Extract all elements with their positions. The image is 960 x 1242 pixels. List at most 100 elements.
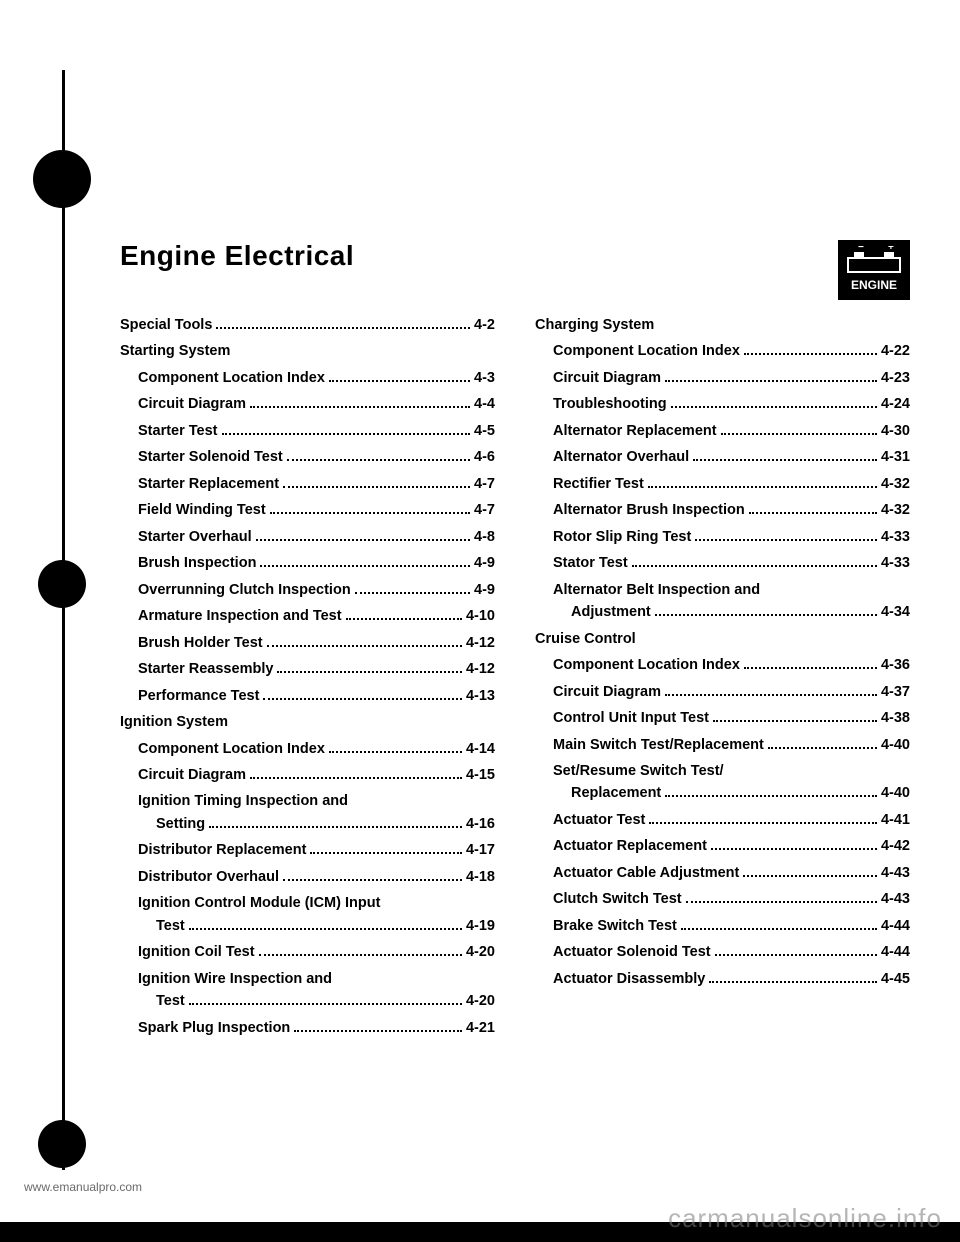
toc-entry: Test4-20 — [120, 990, 495, 1012]
toc-entry-label: Performance Test — [138, 685, 259, 707]
toc-entry-label: Actuator Cable Adjustment — [553, 862, 739, 884]
toc-entry-label: Test — [156, 915, 185, 937]
toc-leader-dots — [256, 539, 470, 541]
toc-leader-dots — [189, 928, 462, 930]
toc-entry-label: Ignition Coil Test — [138, 941, 255, 963]
content-area: Engine Electrical Special Tools4-2Starti… — [120, 240, 910, 1043]
toc-entry-page: 4-21 — [466, 1017, 495, 1039]
toc-leader-dots — [263, 698, 462, 700]
toc-entry: Troubleshooting4-24 — [535, 393, 910, 415]
toc-entry-label: Control Unit Input Test — [553, 707, 709, 729]
toc-entry: Adjustment4-34 — [535, 601, 910, 623]
toc-entry-page: 4-9 — [474, 552, 495, 574]
toc-leader-dots — [329, 380, 470, 382]
toc-entry-page: 4-14 — [466, 738, 495, 760]
toc-entry-continuation: Ignition Timing Inspection and — [120, 790, 495, 812]
toc-column-left: Special Tools4-2Starting SystemComponent… — [120, 314, 495, 1043]
toc-leader-dots — [287, 459, 470, 461]
toc-entry-label: Starter Replacement — [138, 473, 279, 495]
toc-entry-page: 4-45 — [881, 968, 910, 990]
toc-entry-label: Test — [156, 990, 185, 1012]
toc-entry-label: Circuit Diagram — [138, 393, 246, 415]
toc-entry-page: 4-30 — [881, 420, 910, 442]
toc-entry-page: 4-6 — [474, 446, 495, 468]
toc-entry-page: 4-38 — [881, 707, 910, 729]
toc-entry-page: 4-4 — [474, 393, 495, 415]
toc-leader-dots — [649, 822, 877, 824]
toc-entry: Starter Replacement4-7 — [120, 473, 495, 495]
toc-leader-dots — [250, 406, 470, 408]
toc-entry-label: Starter Reassembly — [138, 658, 273, 680]
toc-entry-page: 4-40 — [881, 782, 910, 804]
toc-entry-page: 4-37 — [881, 681, 910, 703]
toc-leader-dots — [329, 751, 462, 753]
toc-leader-dots — [260, 565, 470, 567]
toc-leader-dots — [715, 954, 877, 956]
binder-tab-icon — [38, 1120, 86, 1168]
toc-leader-dots — [189, 1003, 462, 1005]
toc-entry-label: Actuator Replacement — [553, 835, 707, 857]
toc-section-heading: Ignition System — [120, 711, 495, 733]
toc-entry-label: Rectifier Test — [553, 473, 644, 495]
toc-entry: Armature Inspection and Test4-10 — [120, 605, 495, 627]
toc-entry-label: Actuator Disassembly — [553, 968, 705, 990]
toc-entry-page: 4-23 — [881, 367, 910, 389]
toc-entry-label: Actuator Solenoid Test — [553, 941, 711, 963]
toc-section-heading: Charging System — [535, 314, 910, 336]
toc-entry-page: 4-36 — [881, 654, 910, 676]
toc-entry-page: 4-33 — [881, 526, 910, 548]
toc-leader-dots — [632, 565, 877, 567]
toc-leader-dots — [768, 747, 877, 749]
toc-entry-page: 4-5 — [474, 420, 495, 442]
toc-entry-label: Starter Solenoid Test — [138, 446, 283, 468]
toc-entry-page: 4-40 — [881, 734, 910, 756]
toc-leader-dots — [744, 667, 877, 669]
toc-entry-page: 4-12 — [466, 658, 495, 680]
toc-entry-page: 4-2 — [474, 314, 495, 336]
toc-entry: Brush Inspection 4-9 — [120, 552, 495, 574]
toc-entry-page: 4-43 — [881, 862, 910, 884]
toc-entry-label: Component Location Index — [138, 367, 325, 389]
toc-entry-continuation: Set/Resume Switch Test/ — [535, 760, 910, 782]
toc-entry: Starter Test 4-5 — [120, 420, 495, 442]
toc-entry: Circuit Diagram 4-23 — [535, 367, 910, 389]
toc-entry: Replacement 4-40 — [535, 782, 910, 804]
toc-leader-dots — [655, 614, 877, 616]
toc-entry: Component Location Index4-36 — [535, 654, 910, 676]
toc-entry-page: 4-41 — [881, 809, 910, 831]
toc-leader-dots — [665, 694, 877, 696]
toc-entry-label: Rotor Slip Ring Test — [553, 526, 691, 548]
toc-entry-label: Field Winding Test — [138, 499, 266, 521]
toc-entry: Circuit Diagram4-37 — [535, 681, 910, 703]
toc-entry-label: Distributor Overhaul — [138, 866, 279, 888]
toc-entry: Alternator Replacement 4-30 — [535, 420, 910, 442]
toc-leader-dots — [283, 879, 462, 881]
toc-entry: Component Location Index4-22 — [535, 340, 910, 362]
toc-entry-label: Alternator Brush Inspection — [553, 499, 745, 521]
toc-entry: Special Tools4-2 — [120, 314, 495, 336]
toc-entry-label: Alternator Overhaul — [553, 446, 689, 468]
toc-leader-dots — [711, 848, 877, 850]
toc-leader-dots — [681, 928, 877, 930]
toc-entry-page: 4-33 — [881, 552, 910, 574]
toc-entry-label: Circuit Diagram — [553, 367, 661, 389]
toc-entry-label: Starter Test — [138, 420, 218, 442]
toc-entry-page: 4-32 — [881, 473, 910, 495]
toc-entry-label: Adjustment — [571, 601, 651, 623]
toc-entry: Actuator Disassembly 4-45 — [535, 968, 910, 990]
toc-entry-label: Alternator Replacement — [553, 420, 717, 442]
toc-entry-label: Main Switch Test/Replacement — [553, 734, 764, 756]
toc-entry-page: 4-44 — [881, 941, 910, 963]
toc-entry: Clutch Switch Test4-43 — [535, 888, 910, 910]
toc-entry: Starter Overhaul4-8 — [120, 526, 495, 548]
toc-entry: Ignition Coil Test4-20 — [120, 941, 495, 963]
binder-tab-icon — [38, 560, 86, 608]
toc-leader-dots — [283, 486, 470, 488]
toc-entry-label: Actuator Test — [553, 809, 645, 831]
toc-leader-dots — [216, 327, 470, 329]
toc-entry-label: Replacement — [571, 782, 661, 804]
toc-entry-label: Component Location Index — [138, 738, 325, 760]
toc-leader-dots — [270, 512, 470, 514]
toc-entry: Performance Test4-13 — [120, 685, 495, 707]
toc-entry-label: Brush Inspection — [138, 552, 256, 574]
